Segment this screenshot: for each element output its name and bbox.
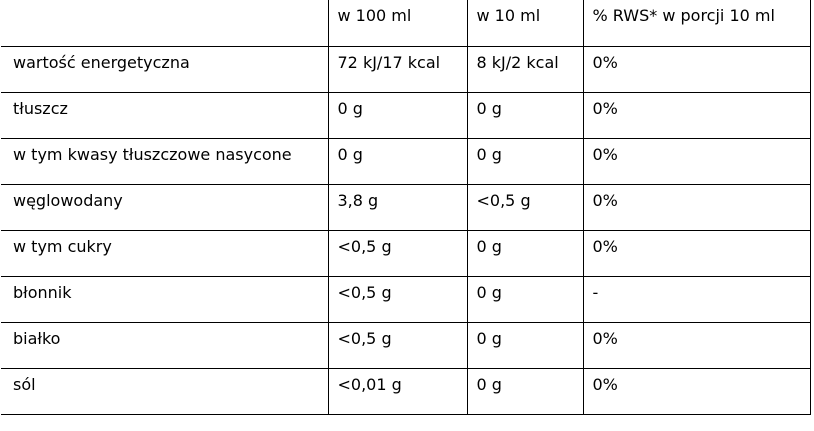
nutrient-name: w tym cukry: [1, 229, 329, 277]
nutrient-name: w tym kwasy tłuszczowe nasycone: [1, 137, 329, 185]
value-rws: 0%: [582, 183, 811, 231]
value-rws: 0%: [582, 229, 811, 277]
nutrition-table: w 100 ml w 10 ml % RWS* w porcji 10 ml w…: [1, 0, 811, 415]
value-rws: 0%: [582, 321, 811, 369]
value-per-10ml: 0 g: [466, 91, 584, 139]
value-rws: 0%: [582, 45, 811, 93]
value-rws: -: [582, 275, 811, 323]
value-per-10ml: 0 g: [466, 137, 584, 185]
table-row: sól <0,01 g 0 g 0%: [1, 367, 811, 415]
nutrient-name: węglowodany: [1, 183, 329, 231]
header-rws-portion: % RWS* w porcji 10 ml: [582, 0, 811, 47]
table-row: błonnik <0,5 g 0 g -: [1, 275, 811, 323]
header-cell-empty: [1, 0, 329, 47]
nutrient-name: białko: [1, 321, 329, 369]
table-row: w tym kwasy tłuszczowe nasycone 0 g 0 g …: [1, 137, 811, 185]
table-row: węglowodany 3,8 g <0,5 g 0%: [1, 183, 811, 231]
value-per-100ml: <0,5 g: [327, 275, 468, 323]
value-per-10ml: 0 g: [466, 275, 584, 323]
value-per-10ml: 0 g: [466, 229, 584, 277]
value-per-100ml: 0 g: [327, 91, 468, 139]
value-per-100ml: <0,5 g: [327, 321, 468, 369]
header-per-10ml: w 10 ml: [466, 0, 584, 47]
nutrient-name: błonnik: [1, 275, 329, 323]
value-rws: 0%: [582, 137, 811, 185]
value-per-100ml: <0,5 g: [327, 229, 468, 277]
value-per-100ml: <0,01 g: [327, 367, 468, 415]
value-per-100ml: 3,8 g: [327, 183, 468, 231]
value-per-10ml: 0 g: [466, 367, 584, 415]
nutrient-name: sól: [1, 367, 329, 415]
nutrient-name: wartość energetyczna: [1, 45, 329, 93]
value-per-10ml: <0,5 g: [466, 183, 584, 231]
table-row: w tym cukry <0,5 g 0 g 0%: [1, 229, 811, 277]
value-per-10ml: 0 g: [466, 321, 584, 369]
nutrient-name: tłuszcz: [1, 91, 329, 139]
header-per-100ml: w 100 ml: [327, 0, 468, 47]
table-row: białko <0,5 g 0 g 0%: [1, 321, 811, 369]
value-rws: 0%: [582, 367, 811, 415]
value-per-100ml: 72 kJ/17 kcal: [327, 45, 468, 93]
value-rws: 0%: [582, 91, 811, 139]
value-per-100ml: 0 g: [327, 137, 468, 185]
table-row: tłuszcz 0 g 0 g 0%: [1, 91, 811, 139]
table-header-row: w 100 ml w 10 ml % RWS* w porcji 10 ml: [1, 0, 811, 47]
value-per-10ml: 8 kJ/2 kcal: [466, 45, 584, 93]
table-row: wartość energetyczna 72 kJ/17 kcal 8 kJ/…: [1, 45, 811, 93]
